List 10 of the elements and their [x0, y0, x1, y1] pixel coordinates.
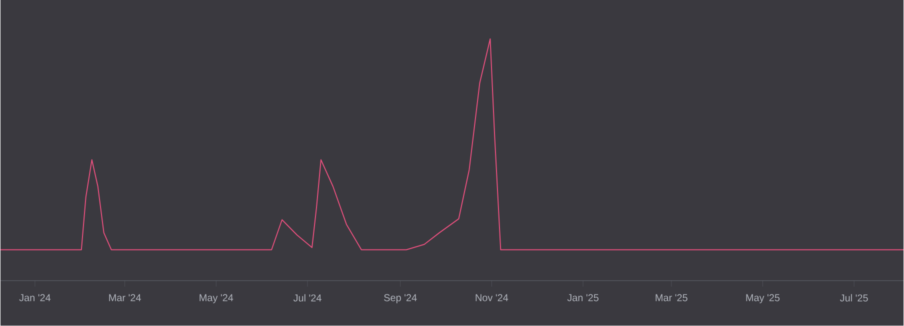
x-tick-label: May '25: [746, 294, 780, 304]
x-tick-label: Mar '24: [109, 294, 141, 302]
x-tick-label: Jan '25: [567, 294, 598, 302]
x-tick-label: Jul '25: [840, 294, 868, 302]
x-tick-label: Mar '25: [656, 294, 688, 302]
x-tick-label: Jan '24: [19, 294, 51, 302]
x-tick-label: Nov '24: [476, 294, 508, 302]
x-tick-label: Sep '24: [384, 294, 417, 304]
x-tick-label: May '24: [200, 294, 234, 304]
x-tick-label: Jul '24: [293, 294, 322, 302]
